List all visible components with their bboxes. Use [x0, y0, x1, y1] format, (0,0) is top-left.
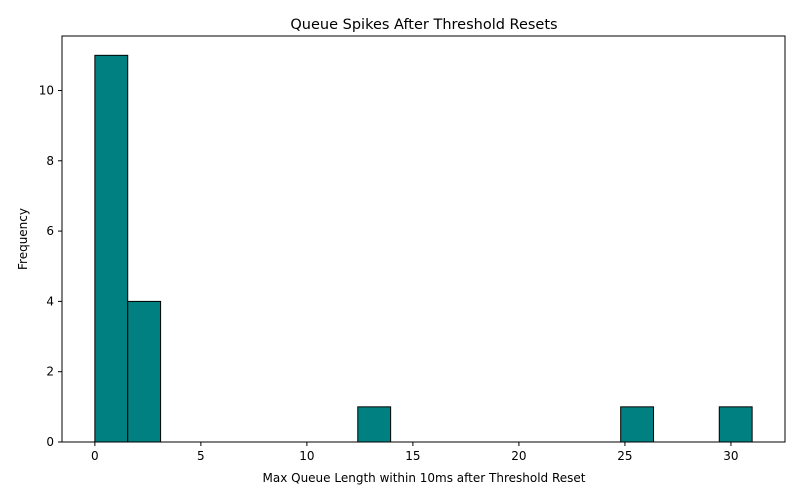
- plot-area-frame: [61, 35, 786, 443]
- histogram-bar-3: [620, 406, 655, 443]
- y-tick-label: 0: [46, 435, 54, 449]
- histogram-bar-4: [718, 406, 753, 443]
- x-axis-label: Max Queue Length within 10ms after Thres…: [263, 471, 586, 485]
- y-tick-label: 6: [46, 224, 54, 238]
- y-tick-label: 4: [46, 294, 54, 308]
- y-axis-ticks: 0 2 4 6 8 10: [39, 83, 62, 449]
- y-axis-label: Frequency: [16, 208, 30, 270]
- y-tick-label: 8: [46, 154, 54, 168]
- y-tick-label: 10: [39, 83, 54, 97]
- x-tick-label: 25: [617, 449, 632, 463]
- x-tick-label: 20: [511, 449, 526, 463]
- chart-title: Queue Spikes After Threshold Resets: [290, 17, 557, 33]
- histogram-bar-1: [127, 300, 162, 443]
- x-tick-label: 15: [405, 449, 420, 463]
- histogram-bar-0: [94, 54, 129, 443]
- bars-group: [94, 54, 753, 443]
- x-tick-label: 30: [723, 449, 738, 463]
- y-tick-label: 2: [46, 365, 54, 379]
- x-tick-label: 10: [299, 449, 314, 463]
- x-tick-label: 5: [197, 449, 205, 463]
- histogram-bar-2: [357, 406, 392, 443]
- x-axis-ticks: 0 5 10 15 20 25 30: [91, 442, 739, 463]
- x-tick-label: 0: [91, 449, 99, 463]
